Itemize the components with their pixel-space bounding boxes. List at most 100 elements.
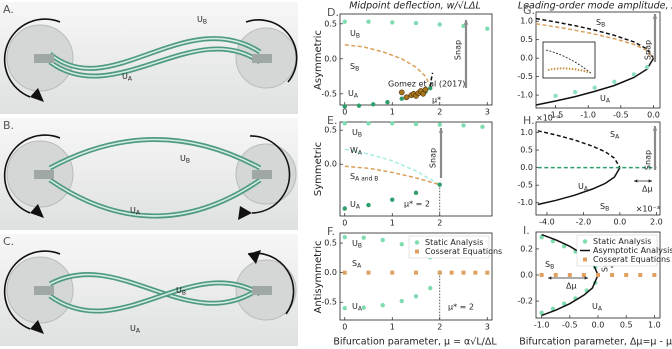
arrow-head: [648, 179, 652, 183]
annotation-sub: A: [598, 305, 603, 312]
annotation-sub: A and B: [355, 175, 378, 182]
y-tick-label: -1.0: [517, 198, 533, 207]
annotation-sub: B: [358, 131, 362, 138]
panel-label: I.: [523, 224, 530, 237]
marker: [644, 64, 650, 70]
annotation: SB: [600, 202, 609, 213]
x-tick-label: 2.0: [650, 218, 663, 227]
marker: [428, 86, 433, 91]
legend-label: Asymptotic Analysis: [593, 246, 672, 255]
strand-label-sub: A: [136, 209, 141, 216]
panel-label: E.: [327, 114, 337, 127]
marker: [592, 85, 597, 90]
rotation-arrow: [247, 252, 295, 315]
header-left: Midpoint deflection, w/√LΔL: [349, 1, 481, 12]
strand-label-sub: B: [203, 18, 207, 25]
y-tick-label: 0.2: [520, 244, 533, 253]
rotation-arrow: [3, 18, 61, 98]
y-tick-label: 0.0: [324, 268, 337, 277]
annotation: μ* = 2: [448, 303, 474, 312]
annotation: SA: [352, 259, 362, 270]
clamp-bar: [252, 54, 272, 63]
annotation-main: U: [592, 302, 598, 311]
strand-label: UB: [180, 154, 190, 165]
marker: [437, 22, 442, 27]
annotation: UA: [600, 94, 611, 105]
annotation: Δμ: [566, 282, 577, 291]
legend-label: Cosserat Equations: [593, 255, 670, 264]
legend-label: Cosserat Equations: [425, 247, 502, 256]
marker: [366, 270, 371, 275]
annotation-sub: B: [355, 65, 359, 72]
panel-label: C.: [3, 235, 14, 248]
marker: [631, 72, 637, 77]
curve: [344, 165, 441, 186]
annotation-sub: B: [605, 205, 609, 212]
annotation: Snap: [454, 40, 463, 60]
marker: [652, 273, 657, 277]
annotation: Δμ: [642, 185, 653, 194]
marker: [413, 121, 419, 127]
marker: [342, 305, 347, 311]
x-tick-label: 2: [437, 108, 442, 117]
strand-highlight: [49, 138, 261, 169]
annotation-main: S: [600, 202, 605, 211]
legend-box: [408, 235, 490, 259]
marker: [399, 242, 404, 247]
marker: [390, 20, 395, 25]
strand-label-main: U: [130, 206, 136, 215]
marker: [638, 273, 643, 277]
marker: [385, 100, 390, 105]
marker: [539, 310, 544, 315]
annotation-main: U: [352, 128, 358, 137]
strand-label-sub: A: [128, 75, 133, 82]
annotation: μ*: [432, 96, 441, 105]
x-tick-label: -2.0: [576, 218, 592, 227]
x-tick-label: -1.5: [548, 111, 564, 120]
annotation-main: U: [600, 94, 606, 103]
annotation-main: S: [350, 172, 355, 181]
annotation: SB: [596, 18, 605, 29]
row-label: Antisymmetric: [313, 241, 324, 314]
y-tick-label: 0.5: [520, 35, 533, 44]
panel-label: F.: [327, 225, 335, 238]
curve: [537, 130, 621, 168]
strand-label-main: U: [122, 72, 128, 81]
marker: [539, 273, 544, 277]
x-tick-label: -4.0: [539, 218, 555, 227]
marker: [366, 19, 371, 24]
marker: [371, 102, 376, 107]
marker: [461, 123, 466, 128]
y-tick-label: 1.0: [520, 17, 533, 26]
x-axis-label: Bifurcation parameter, μ = α√L/ΔL: [333, 337, 497, 348]
marker: [581, 273, 586, 277]
marker: [624, 273, 629, 277]
annotation-sub: A: [615, 133, 620, 140]
arrow-head: [30, 204, 44, 218]
x-tick-label: 3: [485, 108, 490, 117]
marker: [413, 294, 419, 299]
arrow-head: [584, 276, 588, 280]
marker: [390, 270, 395, 275]
annotation-main: W: [350, 146, 358, 155]
x-tick-label: -0.5: [562, 321, 578, 330]
strand-label-main: U: [130, 324, 136, 333]
curve: [344, 148, 441, 186]
marker: [399, 298, 404, 304]
x-tick-label: 1: [390, 323, 395, 332]
marker: [539, 235, 544, 240]
strand-label-main: U: [176, 286, 182, 295]
marker: [561, 244, 567, 249]
marker: [380, 237, 385, 243]
curve: [429, 72, 434, 87]
marker: [342, 19, 347, 24]
y-tick-label: 0.5: [324, 19, 337, 28]
annotation-main: S: [610, 130, 615, 139]
annotation-sub: A: [357, 262, 362, 269]
annotation: SB: [350, 62, 359, 73]
clamp-bar: [34, 286, 54, 295]
strand-highlight: [49, 282, 261, 312]
row-label: Asymmetric: [313, 30, 324, 90]
